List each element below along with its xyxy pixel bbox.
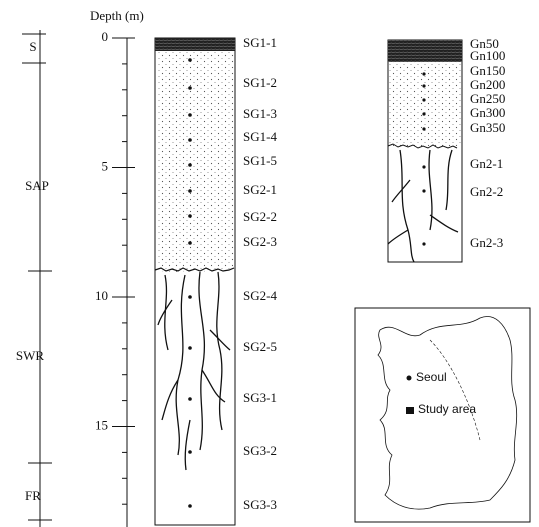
sample-label: SG2-2 — [243, 209, 277, 224]
sample-label: SG3-2 — [243, 443, 277, 458]
sample-label: SG1-4 — [243, 129, 277, 144]
zone-label: SAP — [25, 178, 49, 193]
sample-point — [188, 86, 192, 90]
sample-point — [188, 504, 192, 508]
sample-label: Gn250 — [470, 91, 505, 106]
sample-label: Gn50 — [470, 36, 499, 51]
sample-point — [422, 165, 426, 169]
sample-point — [188, 397, 192, 401]
zone-label: S — [29, 39, 36, 54]
sample-label: Gn2-1 — [470, 156, 503, 171]
sample-label: SG1-5 — [243, 153, 277, 168]
sample-point — [188, 58, 192, 62]
sample-label: Gn150 — [470, 63, 505, 78]
sample-point — [188, 214, 192, 218]
depth-tick-label: 0 — [102, 29, 109, 44]
axis-label: Depth (m) — [90, 8, 144, 23]
zone-label: SWR — [16, 348, 45, 363]
sample-point — [422, 112, 426, 116]
sample-point — [422, 242, 426, 246]
sample-point — [188, 346, 192, 350]
depth-tick-label: 5 — [102, 158, 109, 173]
sample-point — [188, 138, 192, 142]
sample-point — [188, 113, 192, 117]
sample-label: SG1-1 — [243, 35, 277, 50]
sample-label: Gn2-3 — [470, 235, 503, 250]
sample-label: SG2-1 — [243, 182, 277, 197]
sample-point — [188, 295, 192, 299]
depth-tick-label: 10 — [95, 288, 108, 303]
sample-label: SG2-3 — [243, 234, 277, 249]
profile-graphics — [22, 30, 531, 527]
sample-point — [188, 241, 192, 245]
sample-label: Gn350 — [470, 120, 505, 135]
sample-label: SG1-2 — [243, 75, 277, 90]
sample-label: Gn100 — [470, 48, 505, 63]
sample-point — [422, 72, 426, 76]
sample-point — [188, 189, 192, 193]
sample-point — [188, 163, 192, 167]
sample-point — [188, 450, 192, 454]
sample-label: SG2-4 — [243, 288, 277, 303]
sample-point — [422, 98, 426, 102]
sample-label: Gn300 — [470, 105, 505, 120]
zone-label: FR — [25, 488, 41, 503]
sample-label: Gn200 — [470, 77, 505, 92]
sample-label: SG2-5 — [243, 339, 277, 354]
sample-label: Gn2-2 — [470, 184, 503, 199]
sample-label: SG3-1 — [243, 390, 277, 405]
map-label: Seoul — [416, 370, 447, 384]
sample-point — [422, 127, 426, 131]
depth-tick-label: 15 — [95, 417, 108, 432]
sample-point — [422, 189, 426, 193]
sample-label: SG1-3 — [243, 106, 277, 121]
sample-label: SG3-3 — [243, 497, 277, 512]
map-label: Study area — [418, 402, 476, 416]
sample-point — [422, 84, 426, 88]
